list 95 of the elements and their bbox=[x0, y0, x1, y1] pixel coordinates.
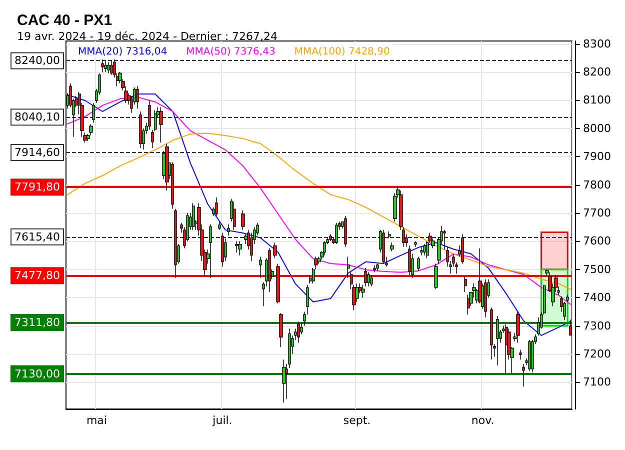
x-tick-label: sept. bbox=[343, 414, 371, 427]
y-tick-label: 8100 bbox=[583, 94, 611, 107]
candlestick bbox=[390, 242, 394, 252]
candlestick bbox=[312, 268, 315, 284]
candlestick bbox=[282, 359, 286, 403]
y-tick-label: 7800 bbox=[583, 178, 611, 192]
candlestick bbox=[233, 201, 236, 230]
ref-line-label: 7791,80 bbox=[14, 180, 60, 194]
candlestick bbox=[522, 364, 525, 387]
ref-line-label: 7130,00 bbox=[14, 367, 60, 380]
chart-title: CAC 40 - PX1 bbox=[17, 12, 112, 29]
candlestick bbox=[443, 230, 446, 250]
text: MMA(100) 7428,90 bbox=[294, 46, 390, 58]
x-tick-label: nov. bbox=[471, 414, 494, 427]
candlestick bbox=[218, 221, 221, 230]
candlestick bbox=[215, 197, 218, 216]
candlestick bbox=[209, 224, 212, 278]
candlestick bbox=[92, 102, 95, 124]
candlestick bbox=[566, 294, 569, 302]
y-tick-label: 7200 bbox=[583, 348, 611, 361]
candlestick bbox=[221, 232, 224, 267]
candlestick bbox=[505, 324, 508, 374]
ref-line-label: 7914,60 bbox=[14, 146, 60, 159]
candlestick bbox=[464, 276, 467, 292]
candlestick bbox=[367, 272, 370, 287]
candlestick bbox=[165, 144, 169, 191]
candlestick bbox=[490, 307, 493, 360]
candlestick bbox=[279, 312, 283, 348]
candlestick bbox=[347, 256, 350, 278]
candlestick bbox=[420, 246, 423, 256]
candlestick bbox=[344, 215, 347, 248]
candlestick bbox=[273, 242, 277, 258]
chart-subtitle: 19 avr. 2024 - 19 déc. 2024 - Dernier : 7267,24 bbox=[17, 30, 278, 43]
text: MMA(50) 7376,43 bbox=[186, 46, 276, 58]
candlestick bbox=[335, 222, 338, 244]
candlestick bbox=[373, 264, 376, 273]
candlestick bbox=[414, 240, 417, 248]
ref-line-label: 7477,80 bbox=[14, 269, 60, 282]
ref-line-label: 7615,40 bbox=[14, 230, 60, 244]
candlestick bbox=[519, 349, 522, 360]
ref-line-label: 8240,00 bbox=[14, 54, 60, 68]
candlestick bbox=[484, 278, 487, 318]
candlestick bbox=[388, 230, 391, 239]
candlestick bbox=[516, 311, 520, 344]
candlestick bbox=[528, 340, 531, 372]
candlestick bbox=[139, 111, 142, 149]
candlestick bbox=[227, 224, 230, 236]
candlestick bbox=[408, 245, 411, 276]
candlestick bbox=[241, 210, 245, 230]
y-tick-label: 8300 bbox=[583, 37, 611, 50]
y-tick-label: 7500 bbox=[583, 262, 611, 276]
candlestick bbox=[259, 256, 262, 278]
candlestick bbox=[496, 316, 499, 366]
y-tick-label: 7400 bbox=[583, 291, 611, 304]
y-tick-label: 7900 bbox=[583, 150, 611, 164]
candlestick bbox=[370, 274, 373, 287]
candlestick bbox=[174, 208, 177, 278]
candlestick bbox=[107, 62, 110, 74]
x-tick-label: juil. bbox=[212, 414, 232, 427]
candlestick bbox=[314, 256, 318, 270]
candlestick bbox=[110, 60, 113, 76]
y-tick-label: 7600 bbox=[583, 234, 611, 248]
candlestick bbox=[364, 268, 367, 287]
candlestick bbox=[192, 202, 195, 230]
y-tick-label: 7300 bbox=[583, 319, 611, 332]
y-tick-label: 8000 bbox=[583, 122, 611, 135]
candlestick bbox=[361, 284, 365, 298]
candlestick bbox=[104, 60, 107, 72]
candlestick bbox=[238, 240, 242, 256]
y-tick-label: 7100 bbox=[583, 376, 611, 389]
candlestick bbox=[101, 58, 104, 72]
candlestick bbox=[467, 294, 470, 315]
ref-line-label: 8040,10 bbox=[14, 110, 60, 124]
candlestick bbox=[276, 263, 280, 304]
text: MMA(20) 7316,04 bbox=[78, 46, 168, 58]
y-tick-label: 8200 bbox=[583, 66, 611, 79]
ref-line-label: 7311,80 bbox=[14, 316, 60, 329]
candlestick bbox=[235, 240, 239, 253]
line-series bbox=[66, 132, 572, 290]
candlestick bbox=[297, 321, 300, 344]
candlestick bbox=[461, 234, 464, 264]
candlestick bbox=[423, 244, 426, 256]
y-tick-label: 7700 bbox=[583, 206, 611, 220]
candlestick bbox=[148, 100, 151, 130]
candlestick bbox=[159, 106, 163, 143]
candlestick bbox=[417, 256, 420, 272]
x-tick-label: mai bbox=[86, 414, 107, 427]
candlestick bbox=[171, 162, 174, 210]
candlestick bbox=[376, 263, 379, 272]
candlestick bbox=[434, 263, 438, 290]
candlestick bbox=[329, 234, 332, 242]
candlestick bbox=[136, 86, 139, 110]
candlestick bbox=[268, 248, 271, 292]
candlestick bbox=[382, 230, 385, 264]
candlestick bbox=[323, 240, 326, 256]
